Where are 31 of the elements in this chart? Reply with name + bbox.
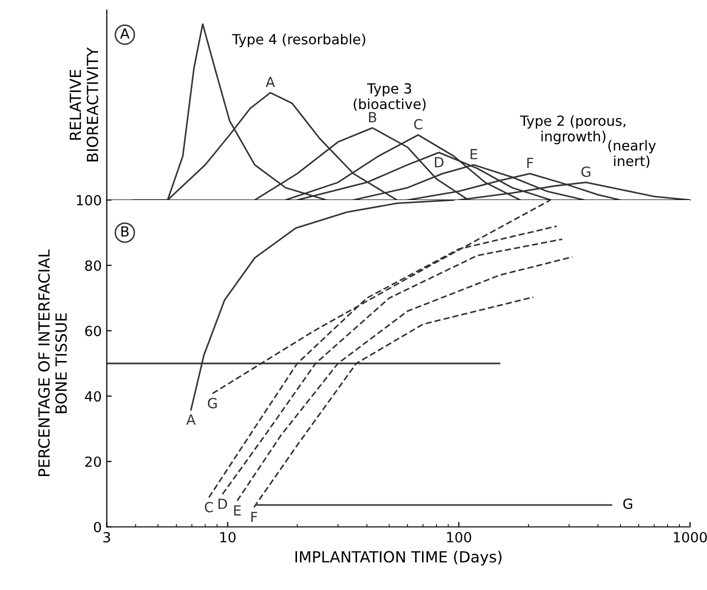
y-tick-label: 100 bbox=[76, 194, 101, 206]
series-label: B bbox=[369, 112, 376, 122]
series-label: A bbox=[266, 76, 275, 88]
series-label: C bbox=[414, 118, 422, 130]
x-tick-label: 100 bbox=[447, 532, 472, 542]
y-tick-label: 40 bbox=[84, 391, 101, 402]
series-label: A bbox=[186, 414, 196, 425]
annotation: Type 4 (resorbable) bbox=[232, 34, 366, 48]
y-tick-label: 80 bbox=[85, 260, 101, 271]
series-label: C bbox=[204, 502, 214, 512]
series-label: E bbox=[470, 149, 478, 160]
y-axis-title: PERCENTAGE OF INTERFACIAL BONE TISSUE bbox=[38, 249, 67, 476]
x-tick-label: 10 bbox=[220, 532, 236, 542]
x-tick-label: 3 bbox=[103, 532, 110, 542]
series-label: D bbox=[434, 157, 444, 168]
y-tick-label: 20 bbox=[85, 456, 101, 467]
annotation: Type 3 (bioactive) bbox=[354, 83, 426, 111]
series-label: G bbox=[581, 166, 590, 177]
annotation: B bbox=[121, 226, 129, 237]
series-label: E bbox=[234, 505, 241, 516]
x-axis-title: IMPLANTATION TIME (Days) bbox=[296, 550, 502, 566]
series-label: F bbox=[527, 158, 534, 168]
x-tick-label: 1000 bbox=[674, 532, 707, 542]
y-tick-label: 60 bbox=[85, 326, 101, 336]
series-label: D bbox=[218, 498, 228, 509]
series-label: G bbox=[208, 398, 217, 408]
annotation: A bbox=[120, 28, 130, 39]
y-axis-title: RELATIVE BIOREACTIVITY bbox=[70, 47, 98, 162]
y-tick-label: 0 bbox=[94, 522, 101, 532]
annotation: G bbox=[623, 498, 632, 509]
series-label: F bbox=[251, 512, 258, 522]
